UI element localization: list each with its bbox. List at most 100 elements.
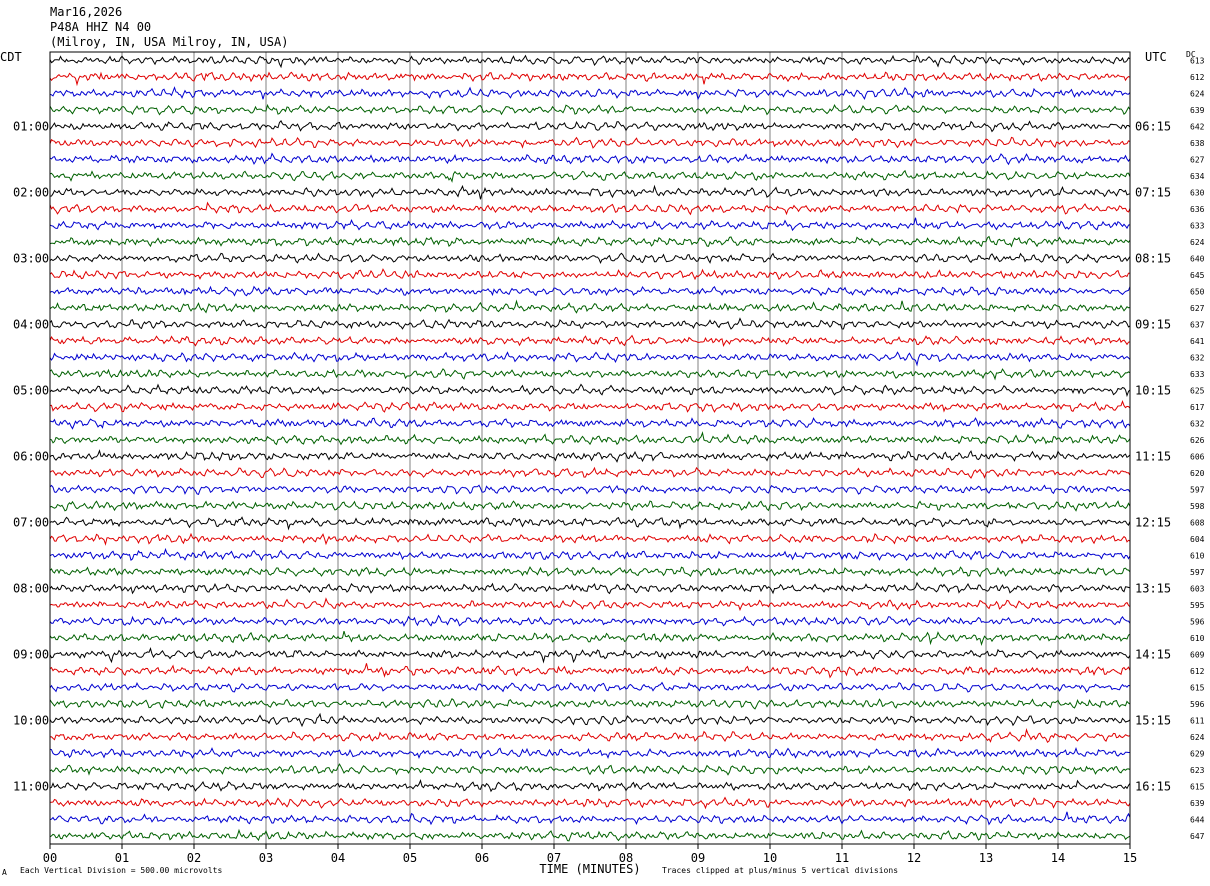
dc-offset-value: 615 bbox=[1190, 683, 1205, 692]
trace-5 bbox=[49, 136, 1131, 149]
right-hour-label: 16:15 bbox=[1135, 779, 1171, 793]
trace-23 bbox=[49, 431, 1131, 446]
header-station: P48A HHZ N4 00 bbox=[50, 20, 151, 34]
trace-3 bbox=[49, 103, 1131, 116]
dc-offset-value: 639 bbox=[1190, 799, 1205, 808]
dc-offset-value: 609 bbox=[1190, 650, 1205, 659]
trace-8 bbox=[49, 184, 1131, 200]
x-tick-label: 08 bbox=[619, 851, 633, 865]
dc-offset-value: 624 bbox=[1190, 238, 1205, 247]
right-hour-label: 14:15 bbox=[1135, 647, 1171, 661]
dc-offset-value: 617 bbox=[1190, 403, 1205, 412]
left-axis-label: CDT bbox=[0, 50, 22, 64]
x-axis-title: TIME (MINUTES) bbox=[539, 862, 640, 876]
x-tick-label: 15 bbox=[1123, 851, 1137, 865]
trace-14 bbox=[49, 285, 1131, 297]
seismogram-traces bbox=[49, 54, 1131, 842]
x-tick-label: 06 bbox=[475, 851, 489, 865]
dc-offset-value: 596 bbox=[1190, 700, 1205, 709]
trace-42 bbox=[49, 747, 1130, 760]
dc-offset-value: 633 bbox=[1190, 370, 1205, 379]
right-hour-label: 10:15 bbox=[1135, 383, 1171, 397]
dc-label: DC bbox=[1186, 50, 1196, 59]
trace-0 bbox=[49, 54, 1131, 69]
trace-45 bbox=[50, 796, 1131, 810]
left-hour-label: 05:00 bbox=[13, 383, 49, 397]
dc-offset-value: 627 bbox=[1190, 155, 1205, 164]
dc-offset-value: 636 bbox=[1190, 205, 1205, 214]
dc-offset-value: 612 bbox=[1190, 667, 1205, 676]
dc-offset-value: 632 bbox=[1190, 353, 1205, 362]
dc-offset-value: 615 bbox=[1190, 782, 1205, 791]
x-tick-label: 00 bbox=[43, 851, 57, 865]
trace-24 bbox=[49, 449, 1131, 463]
x-tick-label: 13 bbox=[979, 851, 993, 865]
dc-offset-value: 603 bbox=[1190, 584, 1205, 593]
right-hour-label: 15:15 bbox=[1135, 713, 1171, 727]
right-axis-label: UTC bbox=[1145, 50, 1167, 64]
dc-offset-value: 606 bbox=[1190, 452, 1205, 461]
trace-39 bbox=[49, 698, 1131, 710]
trace-21 bbox=[49, 400, 1131, 413]
dc-offset-value: 612 bbox=[1190, 73, 1205, 82]
dc-offset-value: 642 bbox=[1190, 122, 1205, 131]
left-hour-label: 03:00 bbox=[13, 251, 49, 265]
dc-offset-value: 597 bbox=[1190, 485, 1205, 494]
x-tick-label: 01 bbox=[115, 851, 129, 865]
dc-offset-value: 637 bbox=[1190, 320, 1205, 329]
trace-1 bbox=[49, 71, 1131, 87]
dc-offset-value: 624 bbox=[1190, 89, 1205, 98]
scale-note: Each Vertical Division = 500.00 microvol… bbox=[20, 866, 222, 875]
dc-offset-value: 597 bbox=[1190, 568, 1205, 577]
trace-35 bbox=[49, 630, 1131, 647]
trace-9 bbox=[49, 201, 1131, 216]
dc-offset-value: 625 bbox=[1190, 386, 1205, 395]
trace-20 bbox=[49, 383, 1131, 398]
left-hour-label: 01:00 bbox=[13, 119, 49, 133]
x-axis-ticks: 00 01 02 03 04 05 06 07 08 09 10 11 12 13 14 15 bbox=[43, 844, 1137, 865]
trace-4 bbox=[49, 120, 1131, 133]
trace-2 bbox=[49, 86, 1131, 101]
trace-15 bbox=[49, 299, 1131, 314]
left-hour-label: 07:00 bbox=[13, 515, 49, 529]
header-location: (Milroy, IN, USA Milroy, IN, USA) bbox=[50, 35, 288, 49]
trace-41 bbox=[49, 728, 1131, 743]
left-hour-label: 02:00 bbox=[13, 185, 49, 199]
right-hour-label: 13:15 bbox=[1135, 581, 1171, 595]
header-date: Mar16,2026 bbox=[50, 5, 122, 19]
dc-offset-value: 626 bbox=[1190, 436, 1205, 445]
dc-offset-value: 604 bbox=[1190, 535, 1205, 544]
x-tick-label: 04 bbox=[331, 851, 345, 865]
dc-offset-value: 598 bbox=[1190, 502, 1205, 511]
trace-34 bbox=[49, 614, 1131, 627]
dc-offset-value: 610 bbox=[1190, 634, 1205, 643]
dc-offset-value: 645 bbox=[1190, 271, 1205, 280]
trace-47 bbox=[49, 828, 1131, 842]
x-tick-label: 10 bbox=[763, 851, 777, 865]
dc-offset-value: 632 bbox=[1190, 419, 1205, 428]
grid-lines bbox=[121, 52, 1059, 844]
trace-30 bbox=[49, 547, 1131, 562]
x-tick-label: 07 bbox=[547, 851, 561, 865]
trace-12 bbox=[49, 252, 1131, 265]
dc-offset-value: 630 bbox=[1190, 188, 1205, 197]
trace-46 bbox=[49, 811, 1131, 826]
trace-36 bbox=[49, 647, 1131, 664]
dc-offset-value: 624 bbox=[1190, 733, 1205, 742]
dc-offset-value: 634 bbox=[1190, 172, 1205, 181]
x-tick-label: 05 bbox=[403, 851, 417, 865]
dc-offset-value: 640 bbox=[1190, 254, 1205, 263]
dc-offset-value: 627 bbox=[1190, 304, 1205, 313]
trace-37 bbox=[49, 663, 1131, 679]
trace-29 bbox=[49, 532, 1131, 546]
right-hour-label: 12:15 bbox=[1135, 515, 1171, 529]
dc-offset-value: 644 bbox=[1190, 815, 1205, 824]
plot-frame bbox=[49, 51, 1131, 845]
dc-offset-values: 613 612 624 639 642 638 627 634 630 636 633 624 640 6… bbox=[1190, 56, 1205, 841]
dc-offset-value: 623 bbox=[1190, 766, 1205, 775]
x-tick-label: 14 bbox=[1051, 851, 1065, 865]
dc-offset-value: 610 bbox=[1190, 551, 1205, 560]
right-hour-label: 06:15 bbox=[1135, 119, 1171, 133]
dc-offset-value: 613 bbox=[1190, 56, 1205, 65]
